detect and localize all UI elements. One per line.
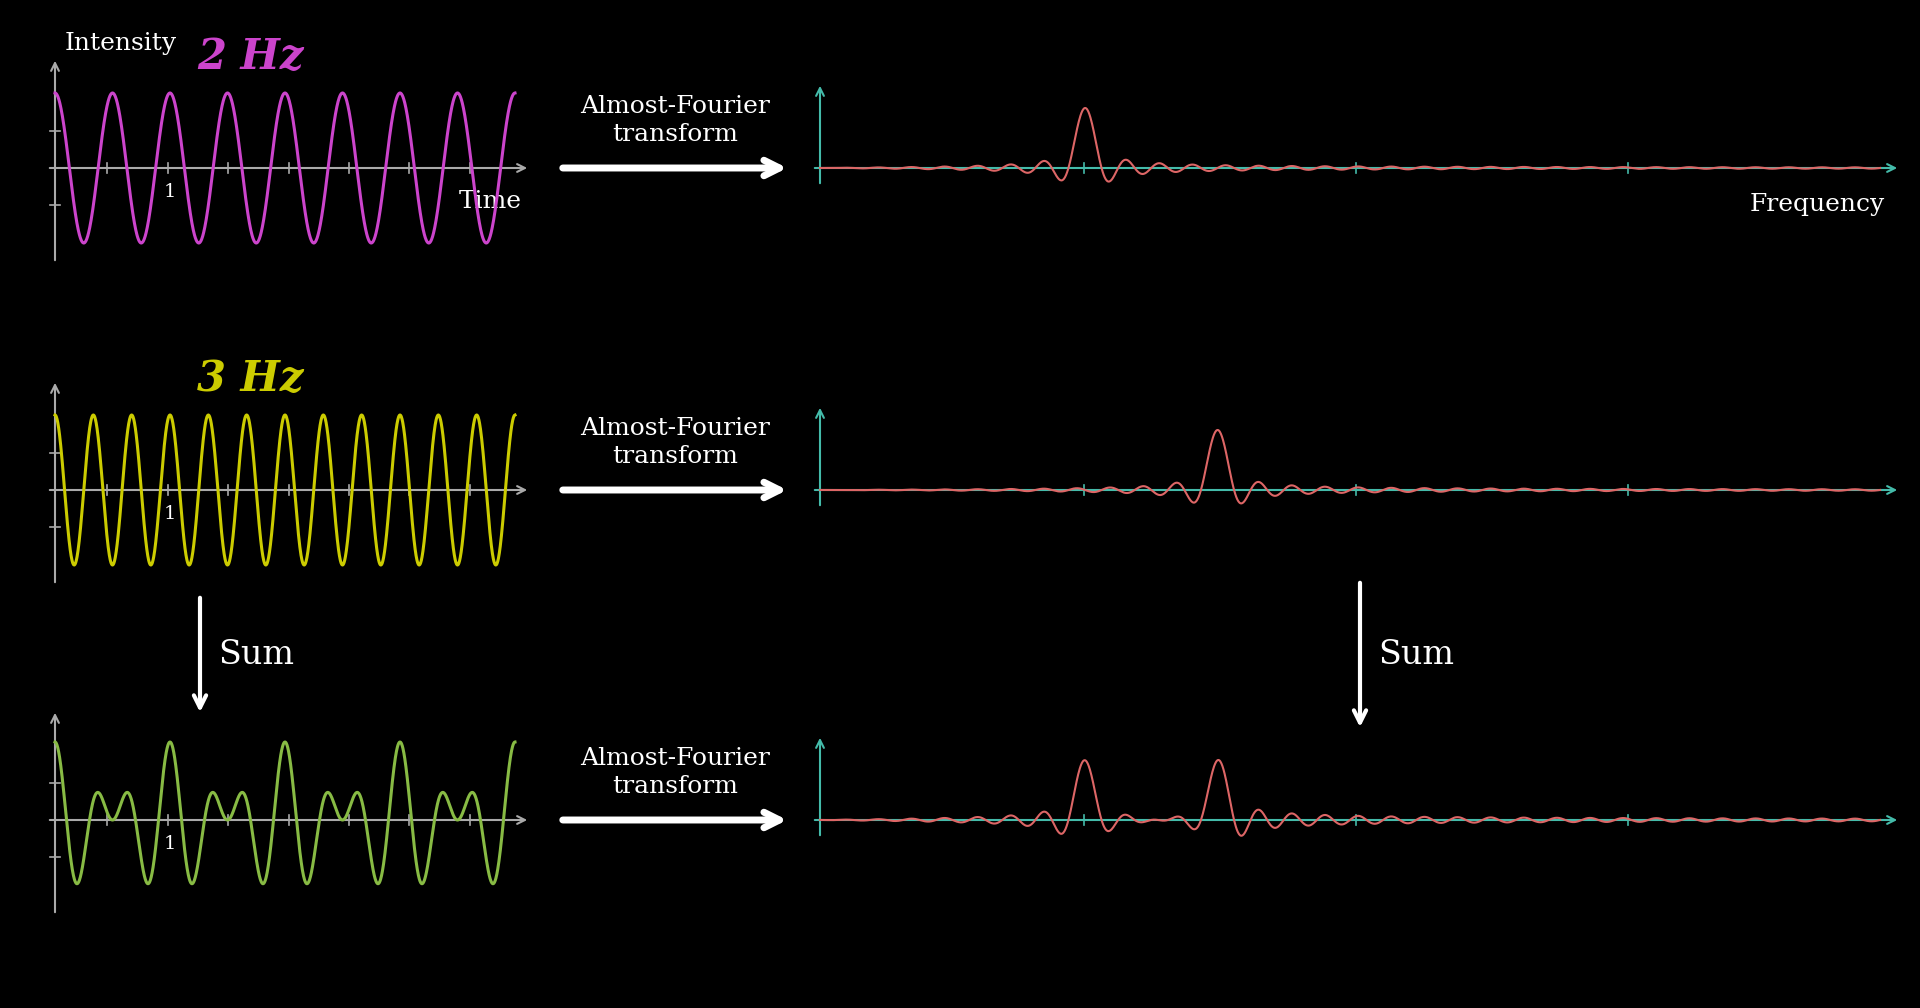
Text: transform: transform bbox=[612, 445, 737, 468]
Text: transform: transform bbox=[612, 775, 737, 798]
Text: Time: Time bbox=[459, 190, 522, 213]
Text: 3 Hz: 3 Hz bbox=[196, 358, 303, 400]
Text: transform: transform bbox=[612, 123, 737, 146]
Text: Intensity: Intensity bbox=[65, 32, 177, 55]
Text: 1: 1 bbox=[163, 835, 177, 853]
Text: 2 Hz: 2 Hz bbox=[196, 36, 303, 78]
Text: 1: 1 bbox=[163, 505, 177, 523]
Text: Almost-Fourier: Almost-Fourier bbox=[580, 95, 770, 118]
Text: Frequency: Frequency bbox=[1749, 193, 1885, 216]
Text: Sum: Sum bbox=[219, 639, 294, 671]
Text: Sum: Sum bbox=[1379, 639, 1453, 671]
Text: 1: 1 bbox=[163, 183, 177, 201]
Text: Almost-Fourier: Almost-Fourier bbox=[580, 747, 770, 770]
Text: Almost-Fourier: Almost-Fourier bbox=[580, 417, 770, 440]
